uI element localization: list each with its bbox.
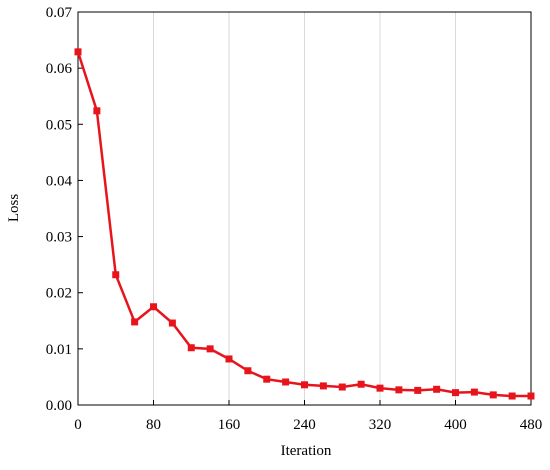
marker bbox=[527, 392, 535, 400]
marker bbox=[452, 389, 459, 397]
marker bbox=[93, 107, 101, 115]
marker bbox=[225, 355, 233, 363]
x-tick-label: 480 bbox=[520, 417, 543, 433]
y-tick-label: 0.02 bbox=[46, 286, 72, 302]
marker bbox=[301, 381, 308, 389]
marker bbox=[489, 391, 497, 399]
marker bbox=[508, 392, 516, 400]
y-tick-label: 0.00 bbox=[46, 398, 72, 414]
x-tick-label: 0 bbox=[74, 417, 82, 433]
x-axis-label: Iteration bbox=[281, 443, 332, 459]
y-tick-label: 0.05 bbox=[46, 117, 72, 133]
x-tick-label: 160 bbox=[218, 417, 241, 433]
marker bbox=[74, 48, 82, 56]
marker bbox=[395, 386, 403, 394]
marker bbox=[150, 303, 157, 311]
y-axis-label: Loss bbox=[6, 194, 22, 223]
y-tick-label: 0.04 bbox=[46, 173, 73, 189]
x-tick-label: 80 bbox=[146, 417, 161, 433]
marker bbox=[433, 385, 441, 393]
marker bbox=[244, 367, 252, 375]
marker bbox=[357, 380, 365, 388]
plot-frame bbox=[77, 11, 532, 406]
y-tick-label: 0.06 bbox=[46, 61, 73, 77]
marker bbox=[282, 378, 290, 386]
x-tick-label: 240 bbox=[293, 417, 316, 433]
x-tick-label: 320 bbox=[369, 417, 392, 433]
y-tick-label: 0.03 bbox=[46, 230, 72, 246]
marker bbox=[187, 344, 195, 352]
marker bbox=[414, 386, 422, 394]
y-tick-label: 0.07 bbox=[46, 5, 73, 21]
x-tick-label: 400 bbox=[444, 417, 467, 433]
y-tick-label: 0.01 bbox=[46, 342, 72, 358]
marker bbox=[319, 382, 327, 390]
marker bbox=[168, 319, 176, 327]
marker bbox=[338, 383, 346, 391]
marker bbox=[131, 318, 139, 326]
marker bbox=[206, 345, 214, 353]
marker bbox=[470, 388, 478, 396]
marker bbox=[112, 271, 120, 279]
marker bbox=[376, 384, 384, 392]
marker bbox=[263, 375, 271, 383]
